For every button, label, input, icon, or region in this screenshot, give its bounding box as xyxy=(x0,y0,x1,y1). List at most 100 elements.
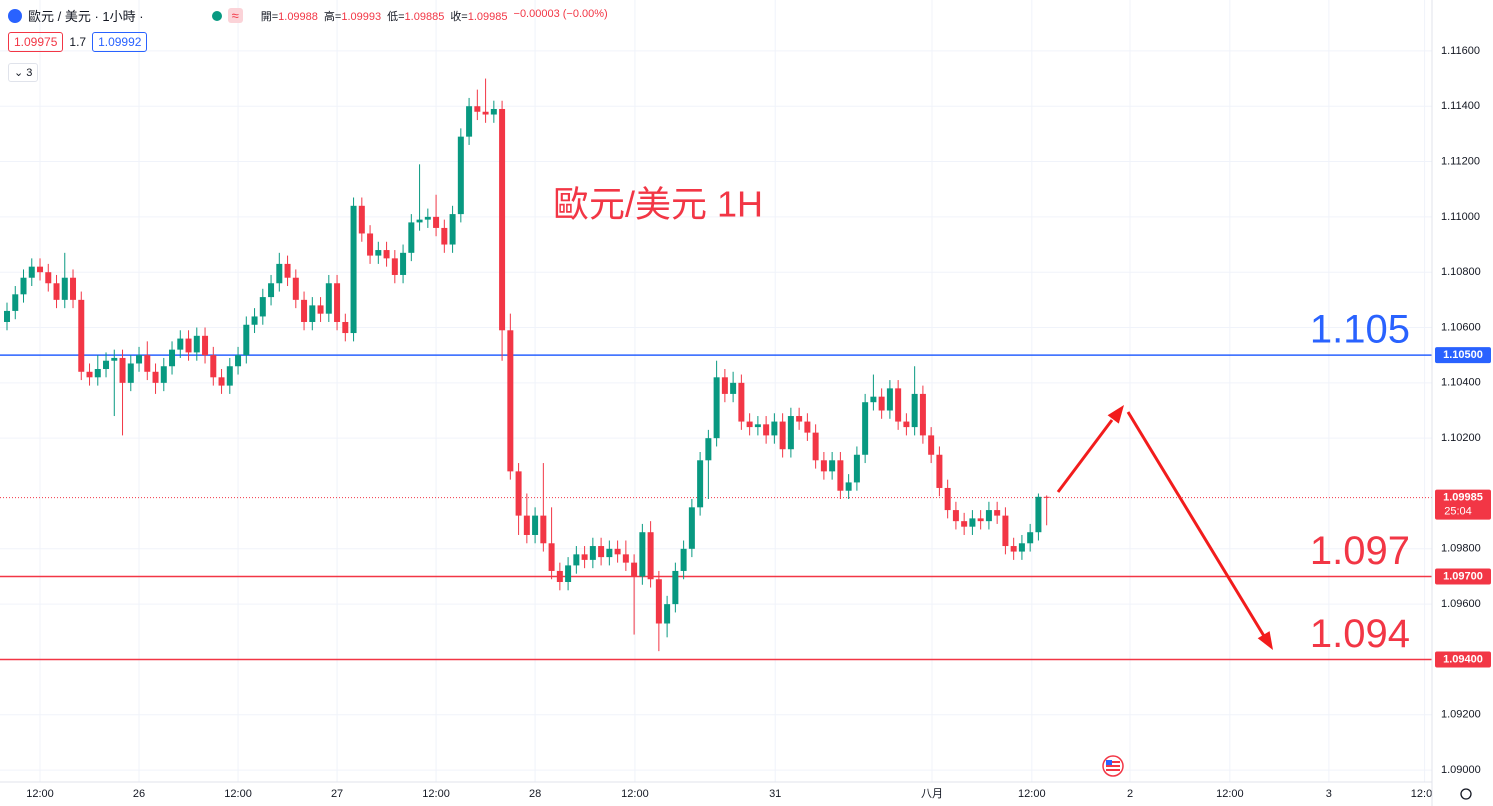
x-tick-label: 27 xyxy=(331,788,343,800)
x-tick-label: 12:00 xyxy=(1018,788,1046,800)
level-label: 1.097 xyxy=(1310,529,1410,573)
candle-body xyxy=(985,510,992,522)
ohlc-label: 高= xyxy=(323,10,342,23)
candle-body xyxy=(721,377,728,394)
candle-body xyxy=(928,435,935,455)
candle-body xyxy=(614,548,621,555)
level-tag xyxy=(1435,568,1491,585)
candle-body xyxy=(12,294,19,311)
level-tag xyxy=(1435,651,1491,668)
candle-body xyxy=(952,510,959,522)
y-axis-panel xyxy=(1432,0,1493,806)
x-tick-label: 12:00 xyxy=(224,788,252,800)
y-tick-label: 1.11600 xyxy=(1441,45,1480,57)
symbol-row: 歐元 / 美元 · 1小時 · ≈ 開=1.09988 高=1.09993 低=1.… xyxy=(8,6,608,25)
candle-body xyxy=(301,299,308,322)
candle-body xyxy=(127,363,134,383)
candle-body xyxy=(895,388,902,422)
candle-body xyxy=(746,421,753,428)
candle-body xyxy=(433,216,440,228)
candle-body xyxy=(672,570,679,605)
x-tick-label: 八月 xyxy=(921,788,943,800)
candle-body xyxy=(94,369,101,378)
candle-body xyxy=(664,604,671,624)
candle-body xyxy=(474,106,481,112)
toggle[interactable]: ≈ xyxy=(227,8,243,23)
candle-body xyxy=(342,321,349,334)
ohlc-item: 收=1.09985 xyxy=(450,8,507,24)
arrow-up xyxy=(1056,419,1114,493)
candle-body xyxy=(515,471,522,516)
candle-body xyxy=(358,205,365,234)
candle-body xyxy=(499,108,506,331)
event-flag[interactable] xyxy=(1102,755,1124,777)
candle-body xyxy=(210,355,217,378)
candle-body xyxy=(936,454,943,488)
candle-body xyxy=(276,263,283,284)
countdown: 25:04 xyxy=(1444,506,1472,518)
candle-body xyxy=(532,515,539,535)
y-tick-label: 1.10800 xyxy=(1441,266,1481,278)
y-tick-label: 1.10600 xyxy=(1441,321,1481,333)
candle-body xyxy=(688,507,695,549)
candle-body xyxy=(177,338,184,350)
indicators[interactable]: ⌄ 3 xyxy=(8,63,39,82)
candle-body xyxy=(61,277,68,300)
candle-body xyxy=(639,532,646,577)
last-price-tag xyxy=(1435,489,1491,520)
candle-body xyxy=(490,108,497,115)
candle-body xyxy=(292,277,299,300)
candle-body xyxy=(4,310,11,322)
candle-body xyxy=(581,554,588,560)
candle-body xyxy=(705,438,712,461)
candle-body xyxy=(78,299,85,372)
candle-body xyxy=(185,338,192,353)
candle-body xyxy=(449,214,456,245)
candle-body xyxy=(169,349,176,367)
candle-body xyxy=(680,548,687,571)
candle-body xyxy=(317,305,324,314)
candle-body xyxy=(697,460,704,508)
candle-body xyxy=(70,277,77,300)
y-tick-label: 1.10400 xyxy=(1441,377,1481,389)
bid[interactable]: 1.09975 xyxy=(8,32,64,52)
candle-body xyxy=(829,460,836,472)
ask[interactable]: 1.09992 xyxy=(92,32,148,52)
candle-body xyxy=(507,330,514,472)
candle-body xyxy=(1010,546,1017,552)
candle-body xyxy=(482,111,489,115)
candle-body xyxy=(870,396,877,403)
candle-body xyxy=(1043,496,1050,498)
plot: 1.105 1.097 1.094 xyxy=(4,78,1410,656)
candle-body xyxy=(424,216,431,220)
settings-icon[interactable] xyxy=(1460,788,1472,800)
candle-body xyxy=(45,272,52,284)
y-tick-label: 1.11200 xyxy=(1441,155,1480,167)
candle-body xyxy=(457,136,464,215)
symbol-icon xyxy=(8,8,22,23)
y-tick-label: 1.11000 xyxy=(1441,211,1480,223)
candle-body xyxy=(111,357,118,361)
status-dot xyxy=(211,10,222,21)
level-tag-label: 1.09700 xyxy=(1443,570,1483,582)
candle-body xyxy=(812,432,819,461)
candle-body xyxy=(655,579,662,624)
candle-body xyxy=(647,532,654,580)
x-tick-label: 12:00 xyxy=(1216,788,1244,800)
symbol[interactable]: 歐元 / 美元 · 1小時 · xyxy=(28,9,144,24)
candle-body xyxy=(878,396,885,411)
candle-body xyxy=(804,421,811,433)
candle-body xyxy=(202,335,209,356)
candle-body xyxy=(350,205,357,334)
candle-body xyxy=(218,377,225,386)
candle-body xyxy=(862,402,869,455)
candle-body xyxy=(969,518,976,527)
ohlc-label: 開= xyxy=(260,10,279,23)
candle-body xyxy=(334,283,341,322)
candle-body xyxy=(416,219,423,223)
candle-body xyxy=(573,554,580,566)
candle-body xyxy=(284,263,291,278)
candle-body xyxy=(548,543,555,571)
arrow-head xyxy=(1107,405,1124,424)
